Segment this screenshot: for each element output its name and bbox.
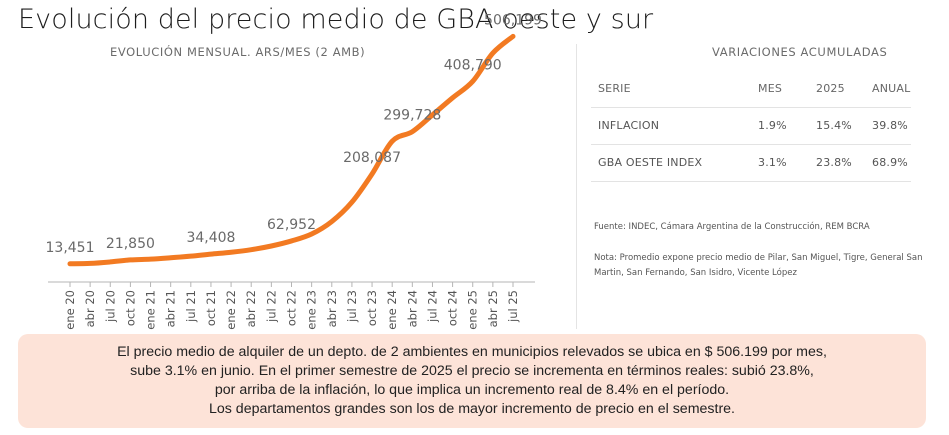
- summary-box: El precio medio de alquiler de un depto.…: [18, 334, 926, 428]
- header-serie: SERIE: [591, 70, 751, 108]
- x-tick-label: ene 23: [305, 290, 319, 330]
- x-tick-label: oct 22: [285, 290, 299, 326]
- cell-mes: 3.1%: [751, 144, 809, 182]
- data-label: 62,952: [267, 217, 316, 233]
- x-tick-label: oct 24: [446, 290, 460, 326]
- x-tick-label: ene 25: [466, 290, 480, 330]
- cell-serie: INFLACION: [591, 107, 751, 145]
- header-2025: 2025: [809, 70, 865, 108]
- cell-mes: 1.9%: [751, 107, 809, 145]
- data-label: 13,451: [46, 240, 95, 256]
- x-tick-label: jul 22: [264, 290, 278, 323]
- summary-line: por arriba de la inflación, lo que impli…: [214, 382, 730, 398]
- x-tick-label: abr 22: [244, 290, 258, 327]
- data-label: 34,408: [186, 230, 235, 246]
- data-label: 506,199: [484, 12, 542, 28]
- x-tick-label: abr 24: [405, 290, 419, 327]
- foot-note: Nota: Promedio expone precio medio de Pi…: [594, 253, 923, 278]
- x-tick-label: jul 20: [103, 290, 117, 323]
- x-tick-label: jul 25: [506, 290, 520, 323]
- source-note: Fuente: INDEC, Cámara Argentina de la Co…: [594, 222, 870, 232]
- table-row: GBA OESTE INDEX 3.1% 23.8% 68.9%: [591, 144, 911, 182]
- cell-anual: 39.8%: [865, 107, 911, 145]
- header-anual: ANUAL: [865, 70, 911, 108]
- page-title: Evolución del precio medio de GBA oeste …: [18, 4, 654, 35]
- x-tick-label: ene 24: [385, 290, 399, 330]
- x-tick-label: oct 20: [123, 290, 137, 326]
- price-line-chart: ene 20 abr 20 jul 20 oct 20 ene 21 abr 21 jul …: [46, 12, 542, 330]
- summary-line: Los departamentos grandes son los de may…: [208, 401, 735, 417]
- x-tick-label: abr 25: [486, 290, 500, 327]
- data-label: 208,087: [343, 150, 401, 166]
- x-tick-label: ene 20: [63, 290, 77, 330]
- vertical-divider: [576, 44, 577, 329]
- x-tick-label: ene 22: [224, 290, 238, 330]
- cell-2025: 23.8%: [809, 144, 865, 182]
- x-tick-label: jul 23: [345, 290, 359, 323]
- x-tick-label: abr 23: [325, 290, 339, 327]
- x-tick-label: abr 20: [83, 290, 97, 327]
- table-row: INFLACION 1.9% 15.4% 39.8%: [591, 107, 911, 145]
- x-tick-label: abr 21: [164, 290, 178, 327]
- x-tick-label: ene 21: [144, 290, 158, 330]
- series-line: [67, 33, 516, 267]
- cell-serie: GBA OESTE INDEX: [591, 144, 751, 182]
- summary-line: El precio medio de alquiler de un depto.…: [117, 344, 827, 360]
- data-label: 21,850: [106, 236, 155, 252]
- cell-anual: 68.9%: [865, 144, 911, 182]
- table-header-row: SERIE MES 2025 ANUAL: [591, 70, 911, 108]
- header-mes: MES: [751, 70, 809, 108]
- x-tick-label: oct 21: [204, 290, 218, 326]
- x-tick-label: jul 21: [184, 290, 198, 323]
- x-tick-label: oct 23: [365, 290, 379, 326]
- data-label: 408,790: [444, 57, 502, 73]
- variations-table: SERIE MES 2025 ANUAL INFLACION 1.9% 15.4…: [591, 70, 911, 182]
- data-label: 299,728: [383, 108, 441, 124]
- chart-subtitle: EVOLUCIÓN MENSUAL. ARS/MES (2 AMB): [110, 45, 366, 59]
- cell-2025: 15.4%: [809, 107, 865, 145]
- x-tick-label: jul 24: [425, 290, 439, 323]
- table-title: VARIACIONES ACUMULADAS: [712, 45, 888, 59]
- summary-line: sube 3.1% en junio. En el primer semestr…: [130, 363, 814, 379]
